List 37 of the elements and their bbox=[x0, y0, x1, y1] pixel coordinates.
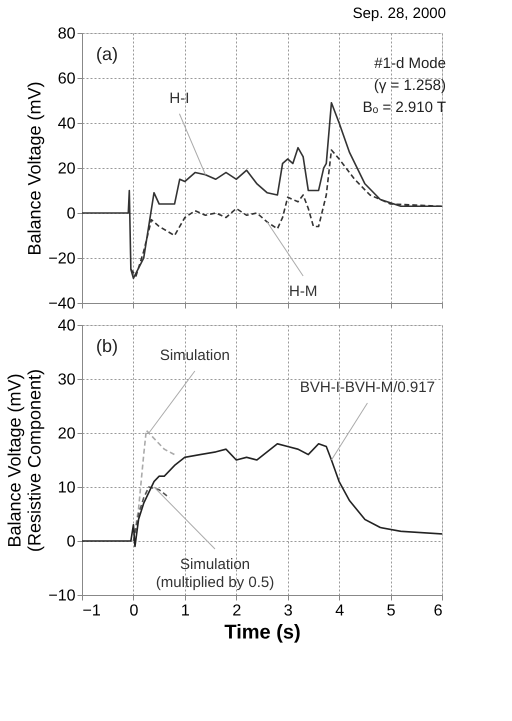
y-tick-label: 0 bbox=[66, 206, 76, 222]
annotation: H-M bbox=[288, 283, 318, 300]
annotation: BVH-I-BVH-M/0.917 bbox=[300, 379, 435, 396]
y-tick-label: 80 bbox=[58, 26, 76, 42]
x-tick-label: 3 bbox=[284, 602, 293, 620]
y-tick-label: −10 bbox=[48, 588, 76, 604]
x-tick-label: 2 bbox=[232, 602, 242, 620]
y-tick-label: 40 bbox=[58, 116, 76, 132]
x-tick-label: 4 bbox=[335, 602, 344, 620]
x-tick-label: 5 bbox=[386, 602, 396, 620]
y-tick-label: 10 bbox=[58, 480, 76, 496]
y-tick-label: 20 bbox=[58, 160, 76, 178]
y-axis-title: Balance Voltage (mV) bbox=[24, 81, 44, 256]
annotation: #1-d Mode bbox=[374, 55, 446, 72]
annotation: Simulation bbox=[160, 347, 230, 364]
y-tick-label: 40 bbox=[58, 318, 76, 334]
annotation: Simulation (multiplied by 0.5) bbox=[156, 556, 274, 591]
y-tick-label: −40 bbox=[48, 296, 76, 312]
chart-title: Sep. 28, 2000 bbox=[352, 5, 446, 22]
y-tick-label: −20 bbox=[48, 250, 76, 268]
x-axis-title: Time (s) bbox=[224, 622, 301, 644]
line-series bbox=[81, 443, 443, 548]
annotation: (a) bbox=[96, 44, 118, 64]
annotation: (b) bbox=[96, 336, 118, 356]
y-tick-label: 30 bbox=[58, 372, 76, 388]
y-axis-title: Balance Voltage (mV) (Resistive Component) bbox=[4, 368, 44, 552]
y-tick-label: 0 bbox=[66, 534, 76, 550]
y-tick-label: 60 bbox=[58, 70, 76, 88]
annotation: (γ = 1.258) bbox=[374, 77, 446, 94]
annotation: Bₒ = 2.910 T bbox=[362, 99, 446, 116]
y-tick-label: 20 bbox=[58, 426, 76, 442]
x-tick-label: −1 bbox=[82, 602, 101, 620]
x-tick-label: 1 bbox=[180, 602, 190, 620]
line-series bbox=[132, 486, 170, 542]
x-tick-label: 0 bbox=[129, 602, 138, 620]
x-tick-label: 6 bbox=[434, 602, 443, 620]
annotation: H-I bbox=[169, 90, 190, 107]
